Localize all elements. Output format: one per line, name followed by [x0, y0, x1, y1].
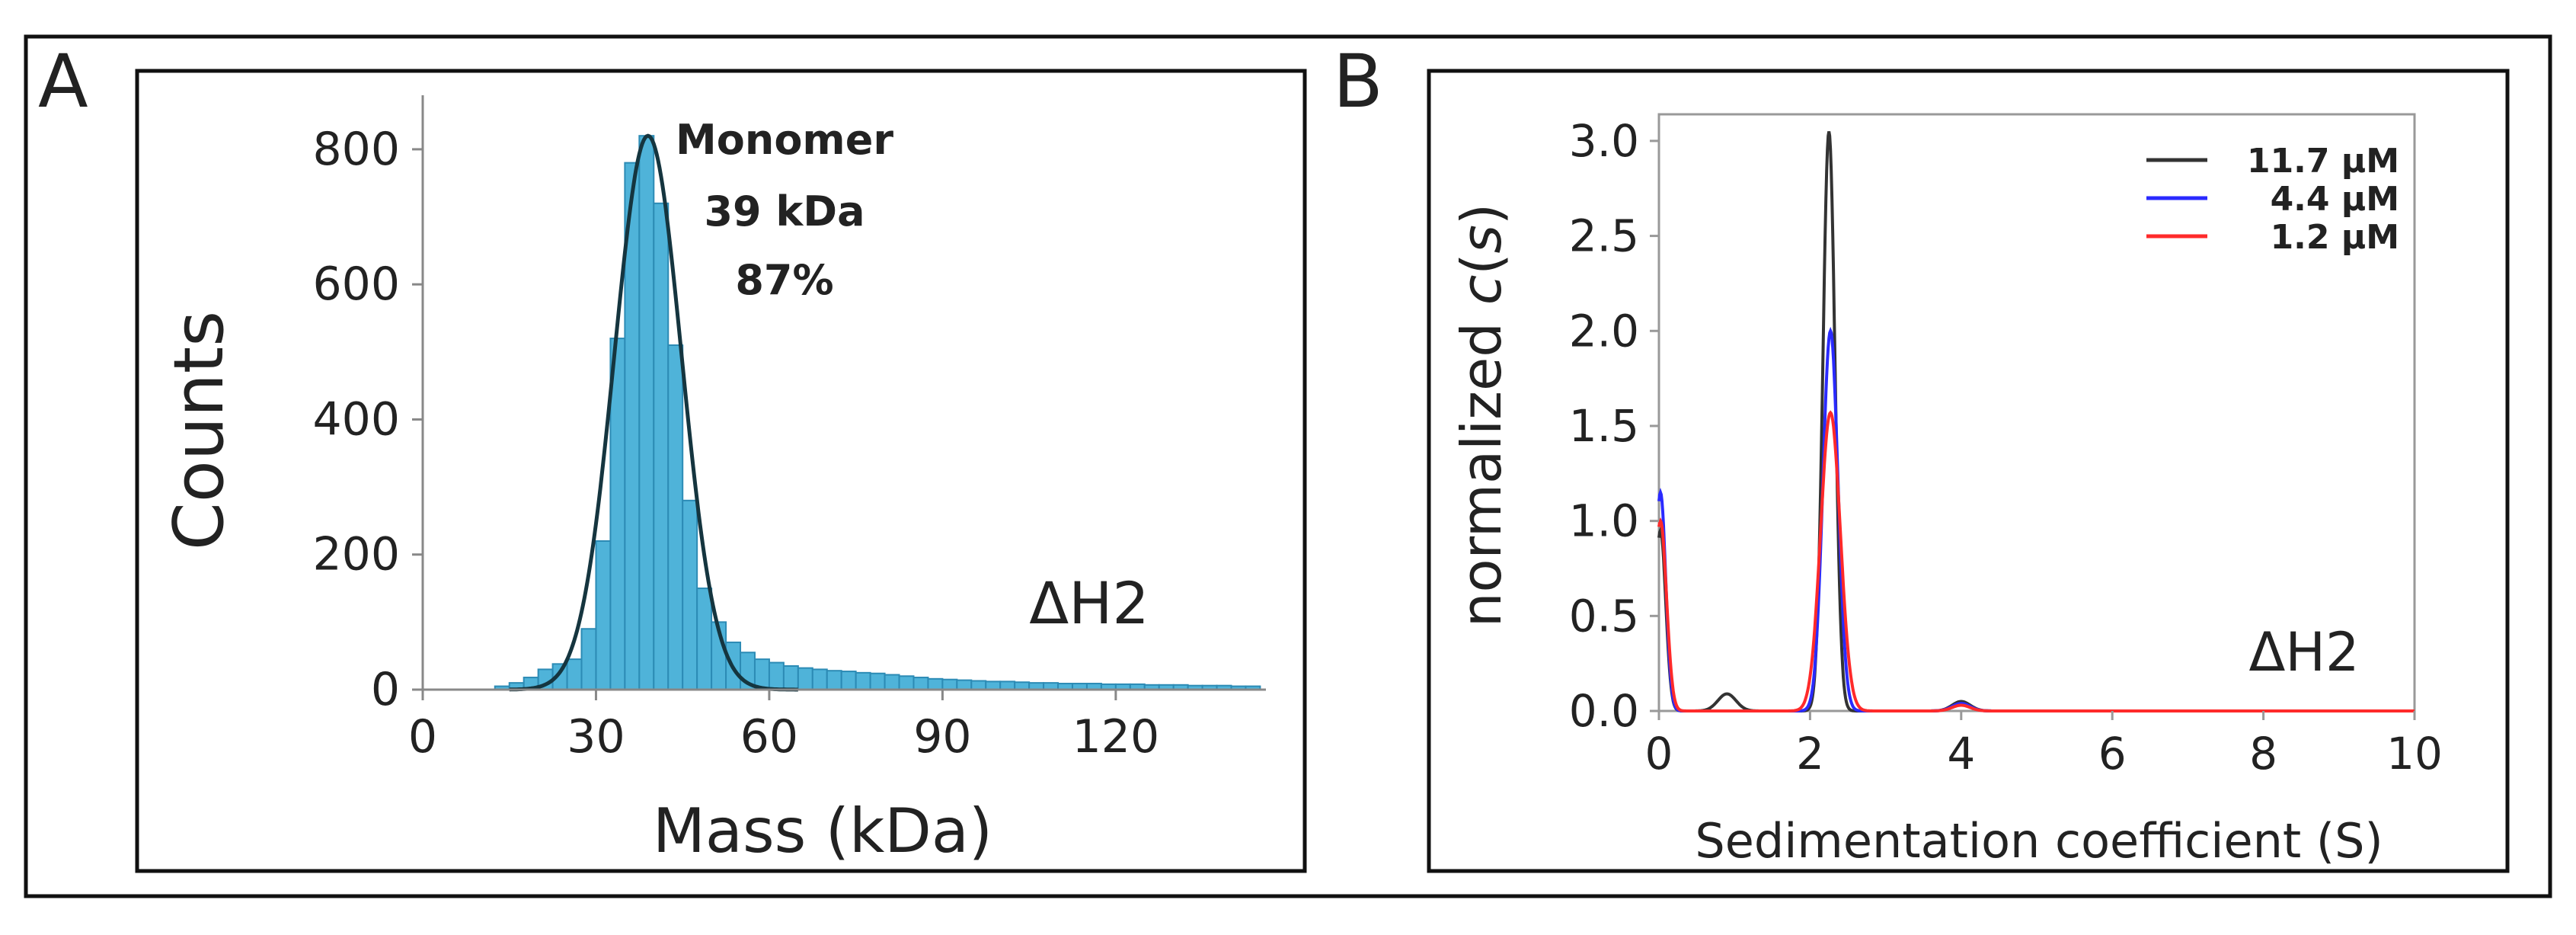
a-x-tick-label: 120 [1072, 710, 1160, 764]
annotation-monomer: Monomer [676, 116, 893, 164]
b-y-tick-label: 0.5 [1569, 590, 1639, 642]
a-x-tick-label: 90 [913, 710, 971, 764]
a-x-tick-label: 30 [567, 710, 625, 764]
panel-a-frame [135, 69, 1307, 873]
histogram-bar [999, 680, 1016, 691]
b-x-tick-label: 4 [1947, 728, 1975, 780]
a-y-tick-label: 800 [312, 123, 400, 176]
histogram-bar [782, 664, 799, 691]
histogram-bar [826, 670, 842, 691]
b-legend: 11.7 μM4.4 μM1.2 μM [2146, 142, 2399, 257]
annotation-percent: 87% [735, 256, 833, 304]
histogram-bar [638, 135, 655, 690]
histogram-bar [869, 672, 886, 691]
b-y-tick-label: 2.5 [1569, 210, 1639, 262]
b-series-line [1657, 410, 2415, 712]
histogram-bar [884, 674, 900, 690]
b-x-axis-label: Sedimentation coefficient (S) [1695, 813, 2383, 869]
annotation-mass: 39 kDa [704, 187, 865, 235]
a-y-tick-label: 400 [312, 392, 400, 446]
b-x-tick-label: 2 [1796, 728, 1824, 780]
b-y-tick-label: 1.5 [1569, 400, 1639, 452]
histogram-bar [855, 671, 871, 690]
histogram-bar [566, 658, 583, 691]
a-y-ticks: 0 200 400 600 800 [312, 123, 423, 716]
b-y-tick-label: 2.0 [1569, 305, 1639, 357]
b-x-tick-label: 0 [1645, 728, 1673, 780]
panel-a-label: A [38, 39, 88, 124]
figure-frame [24, 34, 2552, 898]
histogram-bar [927, 677, 944, 690]
histogram-bar [653, 202, 670, 690]
histogram-bar [956, 679, 973, 690]
a-x-tick-label: 0 [408, 710, 437, 764]
histogram-bar [840, 671, 857, 690]
a-y-tick-label: 600 [312, 258, 400, 311]
histogram-bar [768, 661, 785, 691]
a-x-tick-label: 60 [740, 710, 798, 764]
panel-a: A 0 200 400 600 800 0 30 60 90 120 Mass (kDa) Co… [38, 39, 1307, 873]
gaussian-fit-line [509, 133, 798, 692]
panel-b-label: B [1333, 39, 1383, 124]
histogram-bar [797, 667, 813, 690]
histogram-bar [985, 680, 1002, 691]
histogram-bar [970, 680, 987, 691]
a-y-axis-label: Counts [159, 311, 239, 550]
histogram-bar [682, 499, 698, 690]
b-x-ticks: 0 2 4 6 8 10 [1645, 711, 2443, 780]
b-x-tick-label: 8 [2249, 728, 2277, 780]
b-legend-label: 11.7 μM [2247, 142, 2399, 181]
histogram-bar [811, 668, 828, 691]
a-y-tick-label: 200 [312, 528, 400, 581]
b-y-tick-label: 1.0 [1569, 495, 1639, 547]
b-x-tick-label: 6 [2098, 728, 2127, 780]
panel-b-frame [1427, 69, 2510, 873]
b-series-lines [1657, 131, 2415, 712]
histogram-bar [941, 678, 958, 690]
histogram-bar [580, 628, 597, 691]
b-legend-label: 1.2 μM [2271, 218, 2399, 257]
b-y-tick-label: 3.0 [1569, 115, 1639, 167]
histogram-bar [696, 588, 713, 691]
a-x-axis-label: Mass (kDa) [653, 796, 992, 866]
b-y-axis-label: normalized c(s) [1449, 203, 1513, 627]
b-y-ticks: 0.0 0.5 1.0 1.5 2.0 2.5 3.0 [1569, 115, 1659, 737]
annotation-construct-a: ΔH2 [1029, 569, 1149, 637]
histogram-bar [912, 677, 929, 691]
histogram-bar [898, 675, 915, 690]
histogram-bars [494, 135, 1261, 691]
annotation-construct-b: ΔH2 [2248, 621, 2359, 684]
a-x-ticks: 0 30 60 90 120 [408, 690, 1159, 764]
b-legend-label: 4.4 μM [2271, 180, 2399, 219]
b-y-tick-label: 0.0 [1569, 685, 1639, 737]
histogram-bar [595, 540, 612, 690]
histogram-bar [667, 344, 684, 690]
a-y-tick-label: 0 [371, 663, 400, 716]
panel-b: B 0.0 0.5 1.0 1.5 2.0 2.5 3.0 0 2 4 6 8 10 Sediment… [1333, 39, 2510, 873]
b-x-tick-label: 10 [2386, 728, 2443, 780]
